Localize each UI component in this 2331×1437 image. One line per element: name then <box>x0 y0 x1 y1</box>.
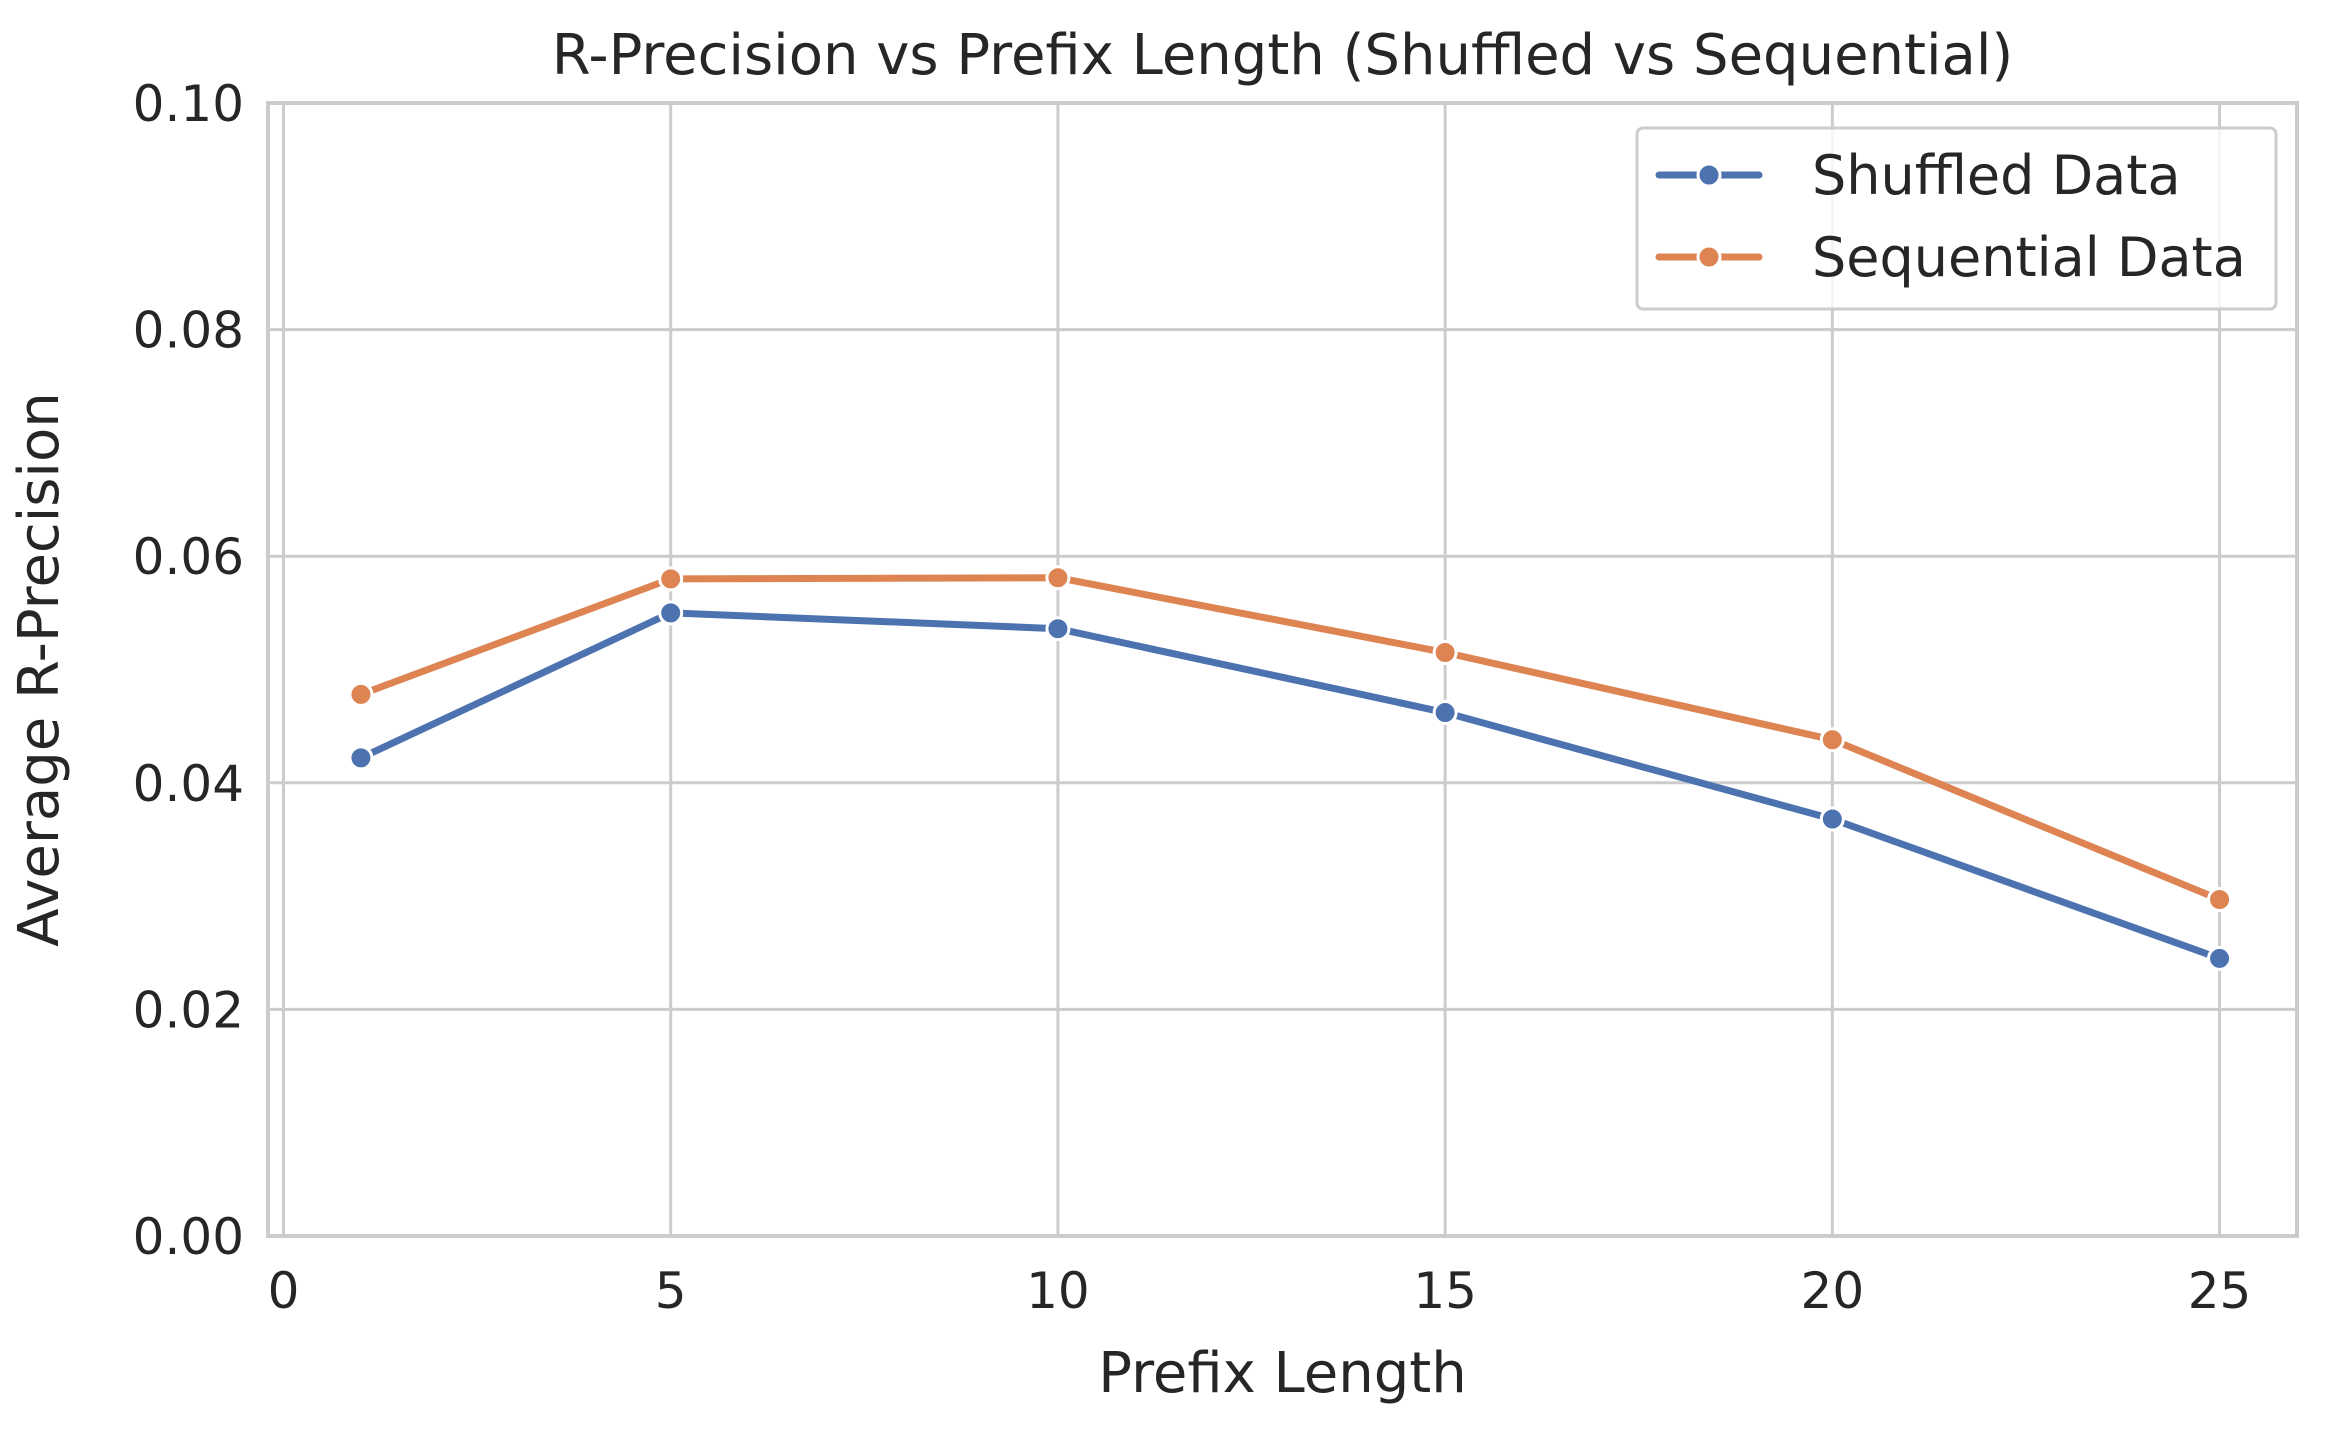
legend-label: Sequential Data <box>1812 226 2246 289</box>
data-point <box>1819 727 1845 753</box>
y-tick-label: 0.02 <box>133 981 244 1039</box>
x-tick-label: 0 <box>268 1262 300 1320</box>
legend-swatch-marker <box>1696 244 1722 270</box>
data-point <box>1045 565 1071 591</box>
data-point <box>1819 806 1845 832</box>
series-layer <box>348 565 2233 971</box>
data-point <box>1432 700 1458 726</box>
tick-labels: 0 5 10 15 20 25 0.00 0.02 0.04 0.06 0.08 0.10 <box>133 75 2252 1320</box>
data-point <box>348 745 374 771</box>
plot-frame <box>266 101 2299 1238</box>
data-point <box>658 600 684 626</box>
legend-box <box>1635 126 2278 311</box>
legend: Shuffled Data Sequential Data <box>1635 126 2278 311</box>
y-tick-label: 0.04 <box>133 755 244 813</box>
y-tick-label: 0.00 <box>133 1208 244 1266</box>
data-point <box>658 566 684 592</box>
series-1 <box>348 600 2233 971</box>
x-tick-label: 25 <box>2188 1262 2252 1320</box>
data-point <box>2207 945 2233 971</box>
y-axis-label: Average R-Precision <box>7 392 72 946</box>
data-point <box>2207 886 2233 912</box>
data-point <box>1432 640 1458 666</box>
y-tick-label: 0.08 <box>133 302 244 360</box>
y-tick-label: 0.06 <box>133 528 244 586</box>
x-tick-label: 5 <box>655 1262 687 1320</box>
series-line <box>357 574 2224 903</box>
series-line <box>357 609 2224 962</box>
x-tick-label: 10 <box>1026 1262 1090 1320</box>
data-point <box>1045 616 1071 642</box>
legend-item: Shuffled Data <box>1655 144 2181 207</box>
data-point <box>348 681 374 707</box>
x-tick-label: 15 <box>1413 1262 1477 1320</box>
x-axis-label: Prefix Length <box>1098 1341 1466 1406</box>
legend-items: Shuffled Data Sequential Data <box>1655 144 2246 289</box>
chart-title: R-Precision vs Prefix Length (Shuffled v… <box>552 23 2014 88</box>
legend-swatch-marker <box>1696 162 1722 188</box>
series-2 <box>348 565 2233 912</box>
y-tick-label: 0.10 <box>133 75 244 133</box>
legend-item: Sequential Data <box>1655 226 2246 289</box>
legend-label: Shuffled Data <box>1812 144 2181 207</box>
x-tick-label: 20 <box>1801 1262 1865 1320</box>
